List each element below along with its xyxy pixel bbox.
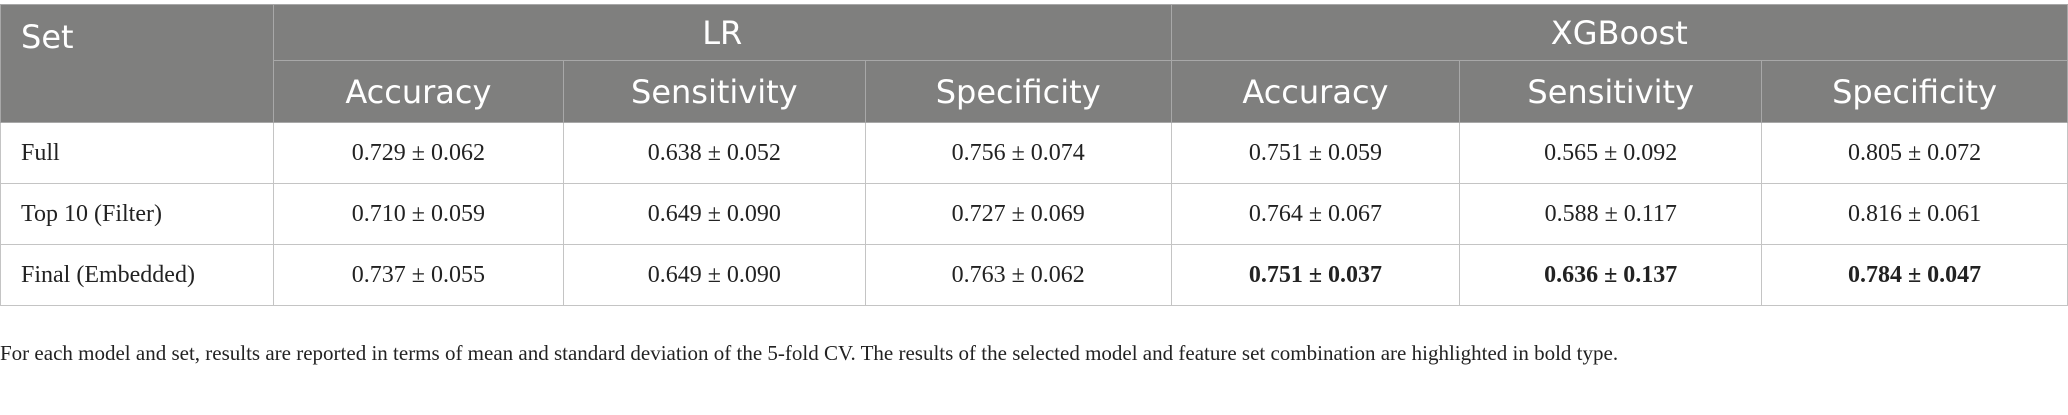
- results-table: Set LR XGBoost Accuracy Sensitivity Spec…: [0, 4, 2068, 306]
- metric-header-xgb-specificity: Specificity: [1761, 60, 2068, 123]
- set-column-header: Set: [0, 4, 274, 123]
- group-header-lr: LR: [272, 4, 1172, 61]
- table-cell: 0.638 ± 0.052: [562, 122, 866, 184]
- metric-header-lr-sensitivity: Sensitivity: [562, 60, 866, 123]
- table-cell: 0.588 ± 0.117: [1459, 183, 1763, 245]
- table-cell: 0.649 ± 0.090: [562, 183, 866, 245]
- row-set-label: Final (Embedded): [0, 244, 274, 306]
- table-footnote: For each model and set, results are repo…: [0, 341, 1619, 365]
- table-cell: 0.751 ± 0.059: [1170, 122, 1461, 184]
- table-cell: 0.756 ± 0.074: [864, 122, 1172, 184]
- metric-header-xgb-accuracy: Accuracy: [1170, 60, 1461, 123]
- table-cell: 0.649 ± 0.090: [562, 244, 866, 306]
- table-cell: 0.729 ± 0.062: [272, 122, 564, 184]
- metric-header-lr-accuracy: Accuracy: [272, 60, 564, 123]
- table-row: Full 0.729 ± 0.062 0.638 ± 0.052 0.756 ±…: [0, 122, 2068, 184]
- table-cell-highlighted: 0.784 ± 0.047: [1761, 244, 2068, 306]
- table-cell: 0.727 ± 0.069: [864, 183, 1172, 245]
- header-row-groups: Set LR XGBoost: [0, 4, 2068, 123]
- table-cell: 0.565 ± 0.092: [1459, 122, 1763, 184]
- table-cell: 0.764 ± 0.067: [1170, 183, 1461, 245]
- metric-header-lr-specificity: Specificity: [864, 60, 1172, 123]
- table-cell: 0.816 ± 0.061: [1761, 183, 2068, 245]
- table-cell: 0.805 ± 0.072: [1761, 122, 2068, 184]
- results-table-container: Set LR XGBoost Accuracy Sensitivity Spec…: [0, 4, 2068, 306]
- table-cell-highlighted: 0.751 ± 0.037: [1170, 244, 1461, 306]
- group-header-xgboost: XGBoost: [1170, 4, 2068, 61]
- table-cell: 0.737 ± 0.055: [272, 244, 564, 306]
- table-cell: 0.710 ± 0.059: [272, 183, 564, 245]
- metric-header-xgb-sensitivity: Sensitivity: [1459, 60, 1763, 123]
- table-cell: 0.763 ± 0.062: [864, 244, 1172, 306]
- table-row: Top 10 (Filter) 0.710 ± 0.059 0.649 ± 0.…: [0, 183, 2068, 245]
- row-set-label: Full: [0, 122, 274, 184]
- header-row-metrics: Accuracy Sensitivity Specificity Accurac…: [1, 60, 2068, 123]
- row-set-label: Top 10 (Filter): [0, 183, 274, 245]
- table-cell-highlighted: 0.636 ± 0.137: [1459, 244, 1763, 306]
- table-row: Final (Embedded) 0.737 ± 0.055 0.649 ± 0…: [0, 244, 2068, 306]
